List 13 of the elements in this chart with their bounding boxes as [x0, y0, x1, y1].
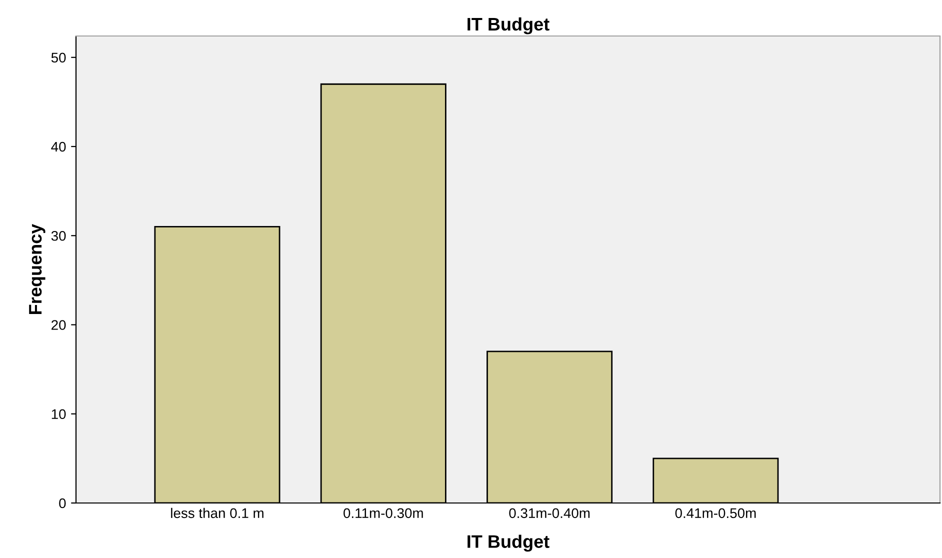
x-tick-label: 0.31m-0.40m: [509, 508, 590, 518]
x-tick-label: 0.11m-0.30m: [344, 508, 423, 518]
y-axis-title: Frequency: [29, 224, 46, 314]
y-tick-label: 50: [51, 52, 66, 63]
y-tick-label: 0: [59, 498, 66, 508]
chart-title: IT Budget: [468, 17, 550, 34]
x-axis-title: IT Budget: [468, 534, 550, 552]
y-tick-label: 30: [51, 230, 66, 241]
x-tick-label: 0.41m-0.50m: [675, 508, 756, 518]
y-tick-label: 20: [52, 320, 66, 330]
y-tick-label: 40: [51, 142, 66, 152]
x-tick-label: less than 0.1 m: [171, 508, 264, 518]
y-tick-label: 10: [52, 409, 66, 420]
